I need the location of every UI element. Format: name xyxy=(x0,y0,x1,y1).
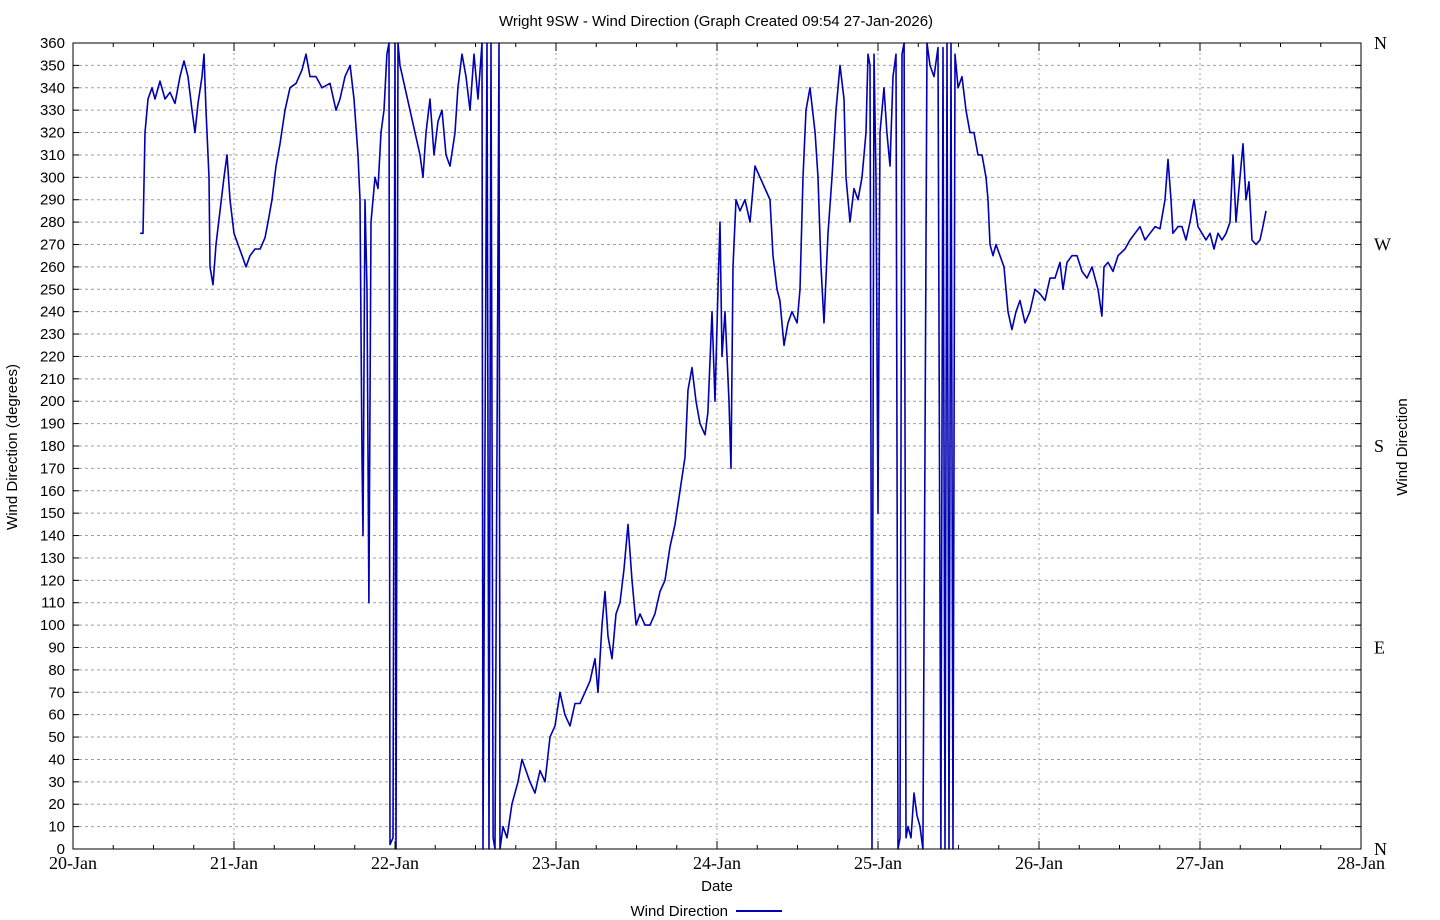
y-tick-label: 60 xyxy=(48,707,65,724)
x-tick-label: 24-Jan xyxy=(693,853,741,873)
x-tick-label: 28-Jan xyxy=(1337,853,1385,873)
y-tick-label: 330 xyxy=(40,102,65,119)
y2-tick-label: W xyxy=(1374,235,1391,255)
x-tick-label: 23-Jan xyxy=(532,853,580,873)
y-tick-label: 310 xyxy=(40,147,65,164)
y2-tick-label: S xyxy=(1374,436,1384,456)
y-axis-label: Wind Direction (degrees) xyxy=(4,364,21,530)
x-tick-label: 21-Jan xyxy=(210,853,258,873)
plot-frame xyxy=(72,42,1362,850)
y-tick-label: 290 xyxy=(40,192,65,209)
y-tick-label: 90 xyxy=(48,640,65,657)
x-tick-label: 25-Jan xyxy=(854,853,902,873)
y-tick-label: 150 xyxy=(40,505,65,522)
axis-ticks xyxy=(72,42,1362,850)
y-tick-label: 0 xyxy=(57,841,65,858)
y-tick-label: 20 xyxy=(48,796,65,813)
y-tick-label: 130 xyxy=(40,550,65,567)
y-tick-label: 180 xyxy=(40,438,65,455)
y-tick-label: 220 xyxy=(40,348,65,365)
y-tick-label: 110 xyxy=(41,595,65,612)
legend: Wind Direction xyxy=(630,903,782,920)
legend-label: Wind Direction xyxy=(630,903,728,920)
y-tick-label: 160 xyxy=(40,483,65,500)
y-tick-label: 40 xyxy=(48,751,65,768)
x-tick-label: 22-Jan xyxy=(371,853,419,873)
y-tick-label: 70 xyxy=(48,684,65,701)
y-tick-label: 10 xyxy=(48,819,65,836)
y-tick-label: 230 xyxy=(40,326,65,343)
y-tick-label: 350 xyxy=(40,57,65,74)
x-axis-label: Date xyxy=(701,878,733,895)
chart-title: Wright 9SW - Wind Direction (Graph Creat… xyxy=(499,13,933,30)
y-tick-label: 360 xyxy=(40,35,65,52)
x-tick-label: 27-Jan xyxy=(1176,853,1224,873)
y-tick-label: 210 xyxy=(40,371,65,388)
y-tick-label: 250 xyxy=(40,281,65,298)
y-tick-label: 240 xyxy=(40,304,65,321)
series-line-wind-direction xyxy=(140,42,1267,850)
y-tick-label: 80 xyxy=(48,662,65,679)
y-tick-label: 280 xyxy=(40,214,65,231)
y-tick-label: 270 xyxy=(40,237,65,254)
y-tick-label: 140 xyxy=(40,528,65,545)
y2-tick-label: E xyxy=(1374,638,1385,658)
y-tick-label: 120 xyxy=(40,572,65,589)
y-tick-label: 320 xyxy=(40,125,65,142)
y-tick-label: 50 xyxy=(48,729,65,746)
y2-axis-label: Wind Direction xyxy=(1394,398,1411,496)
y2-tick-label: N xyxy=(1374,839,1387,859)
series-layer xyxy=(140,42,1267,850)
y-tick-label: 260 xyxy=(40,259,65,276)
y-tick-label: 300 xyxy=(40,169,65,186)
y-tick-label: 340 xyxy=(40,80,65,97)
y-tick-label: 200 xyxy=(40,393,65,410)
x-tick-label: 20-Jan xyxy=(49,853,97,873)
y-tick-label: 30 xyxy=(48,774,65,791)
x-tick-label: 26-Jan xyxy=(1015,853,1063,873)
y-tick-label: 170 xyxy=(40,460,65,477)
y2-tick-label: N xyxy=(1374,33,1387,53)
y-tick-label: 100 xyxy=(40,617,65,634)
tick-labels: 0 10 20 30 40 50 60 70 80 90 100 110 120 130 140 150 160… xyxy=(40,33,1391,873)
y-tick-label: 190 xyxy=(40,416,65,433)
